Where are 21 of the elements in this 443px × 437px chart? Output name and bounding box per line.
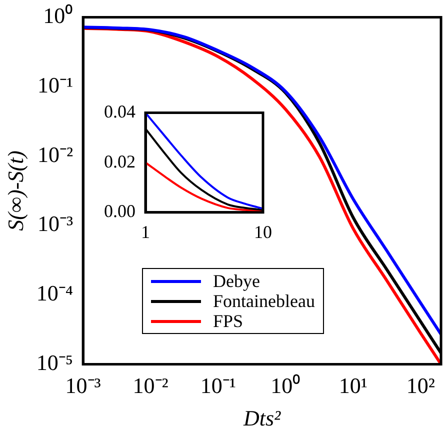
y-axis-title: S(∞)-S(t) [2, 150, 28, 231]
y-tick-label: 10⁻⁴ [36, 280, 74, 306]
legend-label: FPS [213, 311, 244, 331]
x-tick-label: 10⁻¹ [200, 373, 236, 398]
x-axis-title: Dts² [242, 406, 282, 431]
y-tick-label: 10⁻¹ [37, 72, 74, 98]
legend-label: Debye [213, 271, 260, 291]
x-tick-label: 10 [254, 222, 272, 242]
y-tick-label: 0.04 [104, 102, 136, 122]
y-tick-label: 10⁻⁵ [36, 350, 74, 375]
y-tick-label: 0.00 [104, 201, 136, 222]
x-tick-label: 10¹ [338, 373, 368, 398]
x-tick-label: 10⁻² [132, 373, 169, 398]
legend-label: Fontainebleau [213, 291, 315, 311]
x-tick-label: 10⁰ [270, 373, 301, 398]
x-tick-label: 1 [141, 222, 150, 242]
y-tick-label: 10⁻² [37, 142, 74, 167]
x-tick-label: 10² [406, 373, 436, 398]
y-tick-label: 0.02 [104, 151, 136, 172]
x-tick-label: 10⁻³ [65, 373, 102, 398]
y-tick-label: 10⁰ [43, 2, 74, 28]
